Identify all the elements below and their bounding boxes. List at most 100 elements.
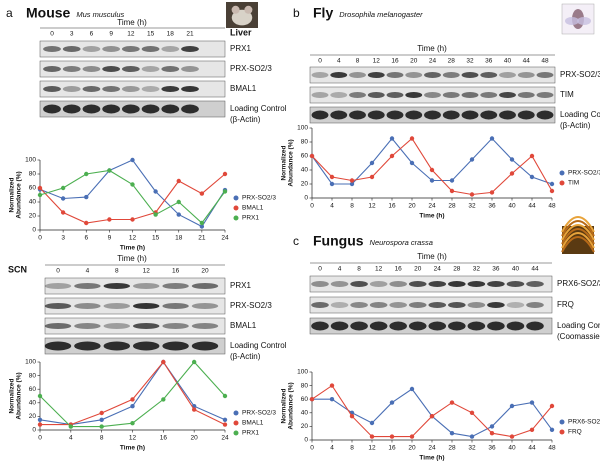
time-label: 0 [50,31,54,38]
photo [577,17,591,25]
blot-band [161,66,180,72]
data-point [449,188,455,194]
panel-label: b [293,6,300,20]
blot-band [369,302,388,308]
data-point [409,386,415,392]
data-point [329,174,335,180]
blot-band [349,110,366,120]
blot-band [389,281,407,287]
data-point [449,431,455,436]
data-point [489,190,495,195]
blot-band [161,46,180,52]
y-tick-label: 60 [29,185,37,192]
blot-row-label: (Coomassie Blue) [557,332,600,341]
data-point [469,192,475,197]
blot-band [330,110,348,120]
blot-row-label: Loading Control [230,341,287,350]
blot-band [349,72,366,78]
x-tick-label: 6 [84,235,88,242]
blot-row-label: PRX1 [230,44,251,53]
blot-row-label: Loading Control [230,104,287,113]
x-tick-label: 3 [61,235,65,242]
y-tick-label: 40 [29,199,37,206]
data-point [389,153,395,159]
blot-band [517,110,535,120]
blot-band [536,92,554,98]
y-axis-label: Abundance (%) [288,139,295,186]
blot-band [62,46,81,52]
blot-band [487,281,505,287]
blot-band [44,283,72,289]
blot-band [74,303,101,309]
data-point [37,185,43,191]
y-tick-label: 40 [301,410,309,417]
y-tick-label: 100 [25,157,36,164]
x-axis-label: Time (h) [120,445,145,452]
blot-band [536,72,554,78]
x-tick-label: 18 [175,235,183,242]
x-axis-label: Time (h) [419,213,444,220]
x-tick-label: 12 [368,203,376,210]
time-title: Time (h) [117,18,147,27]
x-tick-label: 48 [548,203,556,210]
legend-label: PRX-SO2/3 [242,410,276,417]
blot-band [162,303,189,309]
blot-band [467,281,486,287]
y-tick-label: 40 [301,167,309,174]
photo [561,224,595,241]
data-point [549,427,555,432]
x-tick-label: 48 [548,445,556,452]
time-label: 44 [523,58,531,65]
time-label: 8 [115,268,119,275]
blot-band [311,110,329,120]
time-label: 0 [318,266,322,273]
data-point [199,224,205,229]
data-point [509,157,515,162]
blot-band [428,281,447,287]
data-point [107,217,112,222]
x-tick-label: 44 [528,445,536,452]
data-point [409,136,415,141]
y-axis-label: Normalized [281,145,288,180]
data-point [329,383,335,388]
panel-subtitle: Mus musculus [76,10,124,19]
y-tick-label: 0 [304,195,308,202]
data-point [130,157,135,163]
time-label: 40 [504,58,512,65]
legend-marker [233,205,239,211]
y-tick-label: 100 [25,359,36,366]
blot-band [191,303,219,309]
blot-band [506,321,525,331]
series-line [40,361,226,426]
blot-band [191,341,219,351]
y-axis-label: Normalized [9,378,16,413]
y-tick-label: 60 [301,396,309,403]
blot-band [424,92,441,98]
x-tick-label: 12 [129,235,137,242]
blot-band [43,104,61,114]
legend-label: PRX-SO2/3 [568,170,600,177]
time-label: 24 [434,266,442,273]
blot-band [43,46,61,52]
data-point [222,417,228,422]
blot-band [487,321,505,331]
data-point [176,178,181,184]
x-tick-label: 9 [108,235,112,242]
y-tick-label: 80 [301,382,309,389]
data-point [429,414,435,419]
data-point [60,185,66,191]
photo [561,232,595,249]
data-point [130,404,135,409]
time-label: 44 [531,266,539,273]
time-label: 0 [318,58,322,65]
data-point [99,410,104,416]
blot-band [141,104,160,114]
blot-band [121,46,140,52]
series-line [312,388,553,438]
data-point [549,181,555,187]
x-tick-label: 16 [160,435,168,442]
x-tick-label: 40 [508,203,516,210]
x-tick-label: 28 [448,203,456,210]
time-label: 28 [448,58,456,65]
blot-band [386,92,404,98]
